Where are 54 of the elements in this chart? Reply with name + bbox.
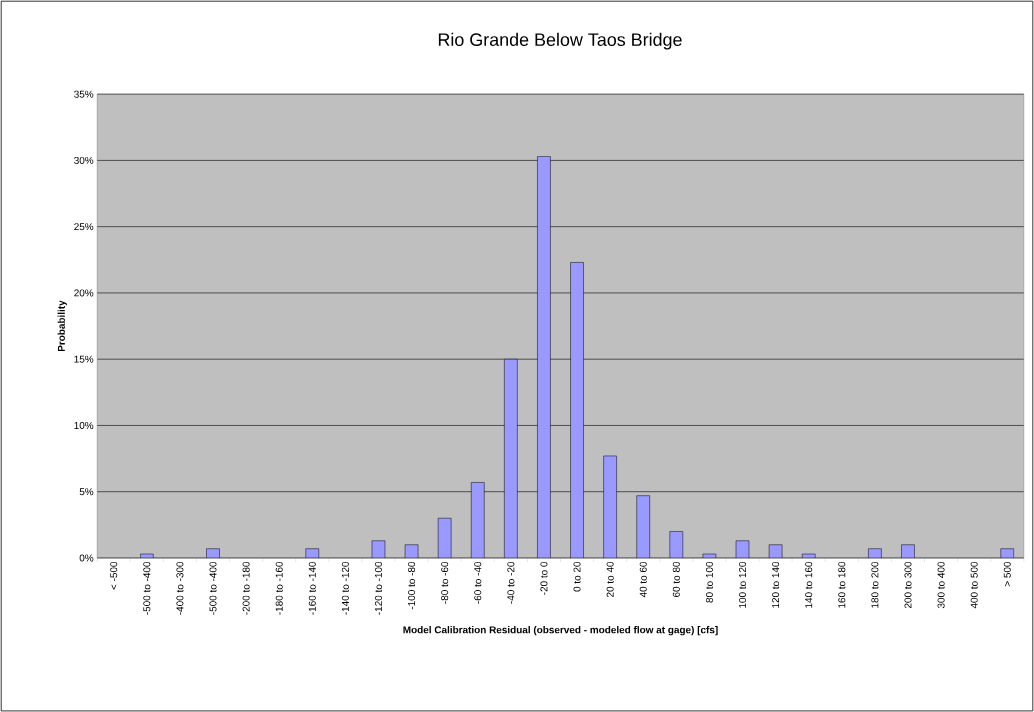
bar — [437, 517, 452, 558]
x-tick-label: -140 to -120 — [341, 561, 349, 615]
y-tick-label: 25% — [74, 223, 94, 231]
y-tick-label: 0% — [79, 554, 94, 562]
x-tick-label: -160 to -140 — [308, 561, 316, 615]
x-axis-title: Model Calibration Residual (observed - modeled flow at gage) [cfs] — [403, 625, 718, 636]
x-tick-label: 0 to 20 — [573, 561, 581, 592]
bar — [801, 553, 816, 558]
x-tick-label: 100 to 120 — [738, 561, 747, 608]
x-tick-label: 160 to 180 — [838, 561, 846, 608]
bar — [371, 540, 386, 558]
x-tick-label: 180 to 200 — [871, 561, 879, 608]
x-tick-label: -500 to -400 — [209, 561, 217, 615]
bar — [1000, 548, 1015, 558]
y-tick-label: 5% — [79, 488, 94, 496]
x-tick-label: 60 to 80 — [672, 561, 680, 597]
x-tick-label: -200 to -180 — [242, 561, 250, 615]
x-tick-label: -40 to -20 — [507, 561, 515, 604]
bar — [702, 553, 717, 558]
x-tick-label: -20 to 0 — [540, 561, 548, 595]
x-tick-label: 400 to 500 — [970, 561, 978, 609]
bar — [669, 531, 684, 558]
x-tick-label: > 500 — [1003, 561, 1011, 587]
bar — [901, 544, 915, 558]
chart-title: Rio Grande Below Taos Bridge — [438, 32, 682, 50]
x-tick-label: -60 to -40 — [474, 561, 482, 604]
x-tick-label: 300 to 400 — [937, 561, 945, 609]
bar — [206, 548, 220, 558]
y-tick-label: 10% — [74, 421, 94, 429]
x-tick-label: -500 to -400 — [143, 561, 151, 615]
x-tick-label: 120 to 140 — [772, 561, 780, 608]
x-tick-label: -80 to -60 — [441, 561, 449, 604]
bar — [404, 544, 419, 558]
x-tick-label: 140 to 160 — [805, 561, 813, 608]
bar — [868, 548, 882, 558]
bar — [636, 495, 650, 558]
x-tick-label: -400 to -300 — [176, 561, 184, 615]
bar — [305, 548, 320, 558]
x-tick-label: -180 to -160 — [275, 561, 283, 615]
y-tick-label: 30% — [74, 156, 94, 164]
bar — [735, 540, 750, 558]
x-tick-label: 40 to 60 — [639, 561, 647, 598]
y-tick-label: 20% — [74, 289, 94, 297]
x-tick-label: 200 to 300 — [904, 561, 912, 609]
x-tick-label: -120 to -100 — [374, 561, 382, 615]
bar — [768, 544, 783, 558]
bar — [140, 553, 154, 558]
x-tick-label: 20 to 40 — [606, 561, 614, 597]
x-tick-label: 80 to 100 — [705, 561, 713, 603]
y-tick-label: 15% — [74, 355, 94, 363]
y-axis-title: Probability — [57, 300, 67, 352]
x-tick-label: < -500 — [110, 561, 118, 590]
y-tick-label: 35% — [74, 90, 94, 98]
x-tick-label: -100 to -80 — [408, 561, 416, 610]
